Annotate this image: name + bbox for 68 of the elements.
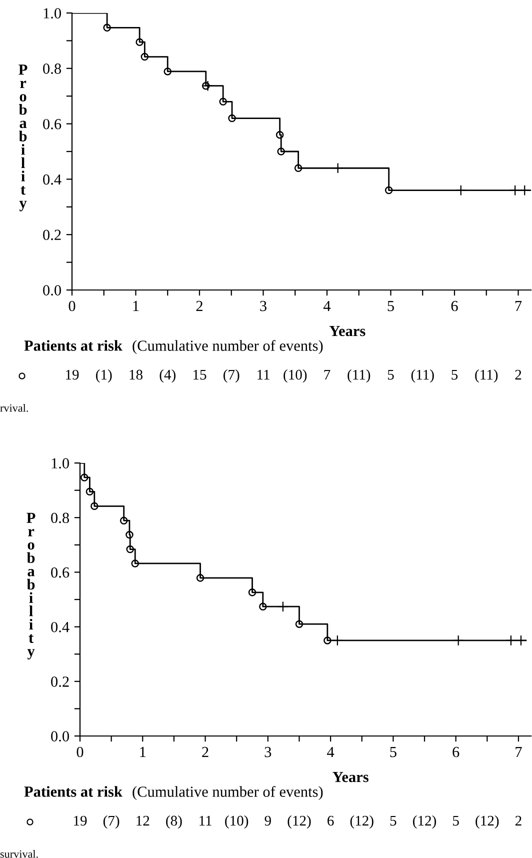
text: (4) <box>160 369 176 383</box>
text: Patients at risk <box>24 340 122 351</box>
text: 9 <box>264 816 271 826</box>
x-axis-title: Years <box>329 326 366 336</box>
text: 15 <box>193 370 206 380</box>
text: Probability <box>18 64 28 212</box>
x-tick-label: 6 <box>452 746 460 758</box>
text: (10) <box>225 815 248 829</box>
text: 5 <box>388 370 394 380</box>
x-tick-label: 2 <box>202 746 208 758</box>
x-tick-label: 0 <box>68 300 76 312</box>
y-tick-label: 0.6 <box>43 118 62 130</box>
text: 5 <box>452 370 458 380</box>
text: 12 <box>136 816 150 826</box>
x-tick-label: 6 <box>451 300 458 312</box>
text: rvival. <box>0 404 28 412</box>
text: (7) <box>224 369 240 383</box>
x-tick-label: 5 <box>388 301 394 312</box>
text: 7 <box>324 370 330 380</box>
text: 5 <box>453 816 459 826</box>
text: (Cumulative number of events) <box>132 786 323 800</box>
x-tick-label: 0 <box>76 746 84 758</box>
x-tick-label: 4 <box>323 300 331 312</box>
text: Patients at risk <box>24 786 122 797</box>
text: (12) <box>413 815 436 829</box>
x-tick-label: 5 <box>390 747 396 758</box>
y-tick-label: 0.4 <box>51 622 70 632</box>
x-tick-label: 7 <box>516 747 522 758</box>
x-tick-label: 4 <box>327 746 334 758</box>
x-tick-label: 7 <box>515 301 522 312</box>
y-tick-label: 1.0 <box>52 458 69 469</box>
text: (8) <box>166 815 182 829</box>
y-tick-label: 0.2 <box>43 230 61 240</box>
text: (10) <box>284 369 307 383</box>
text: 5 <box>390 816 396 826</box>
y-tick-label: 0.0 <box>51 731 69 742</box>
text: (12) <box>288 815 311 829</box>
y-tick-label: 0.0 <box>43 285 61 296</box>
text: 19 <box>66 370 79 380</box>
x-tick-label: 3 <box>260 300 266 312</box>
text: (Cumulative number of events) <box>132 340 323 354</box>
x-tick-label: 1 <box>133 300 139 312</box>
x-tick-label: 1 <box>140 746 146 758</box>
text: 11 <box>200 816 212 826</box>
x-tick-label: 2 <box>196 300 202 312</box>
y-tick-label: 0.2 <box>51 676 69 687</box>
text: 18 <box>130 370 142 380</box>
y-tick-label: 0.6 <box>51 567 70 578</box>
x-axis-title: Years <box>332 772 368 782</box>
text: (11) <box>348 369 370 383</box>
text: (12) <box>476 815 499 829</box>
text: 11 <box>258 370 270 380</box>
text: (7) <box>103 815 120 829</box>
text: (1) <box>96 369 112 383</box>
text: survival. <box>0 850 38 858</box>
text: (11) <box>475 369 498 383</box>
text: 6 <box>328 816 334 826</box>
y-tick-label: 1.0 <box>44 8 61 19</box>
y-tick-label: 0.8 <box>51 512 69 524</box>
x-tick-label: 3 <box>264 746 272 758</box>
text: Probability <box>26 512 36 660</box>
y-tick-label: 0.4 <box>43 174 62 185</box>
y-tick-label: 0.8 <box>43 64 61 74</box>
text: 2 <box>515 816 522 826</box>
text: (12) <box>350 815 374 829</box>
text: (11) <box>411 369 434 383</box>
text: 19 <box>74 816 87 826</box>
text: 2 <box>515 370 522 380</box>
